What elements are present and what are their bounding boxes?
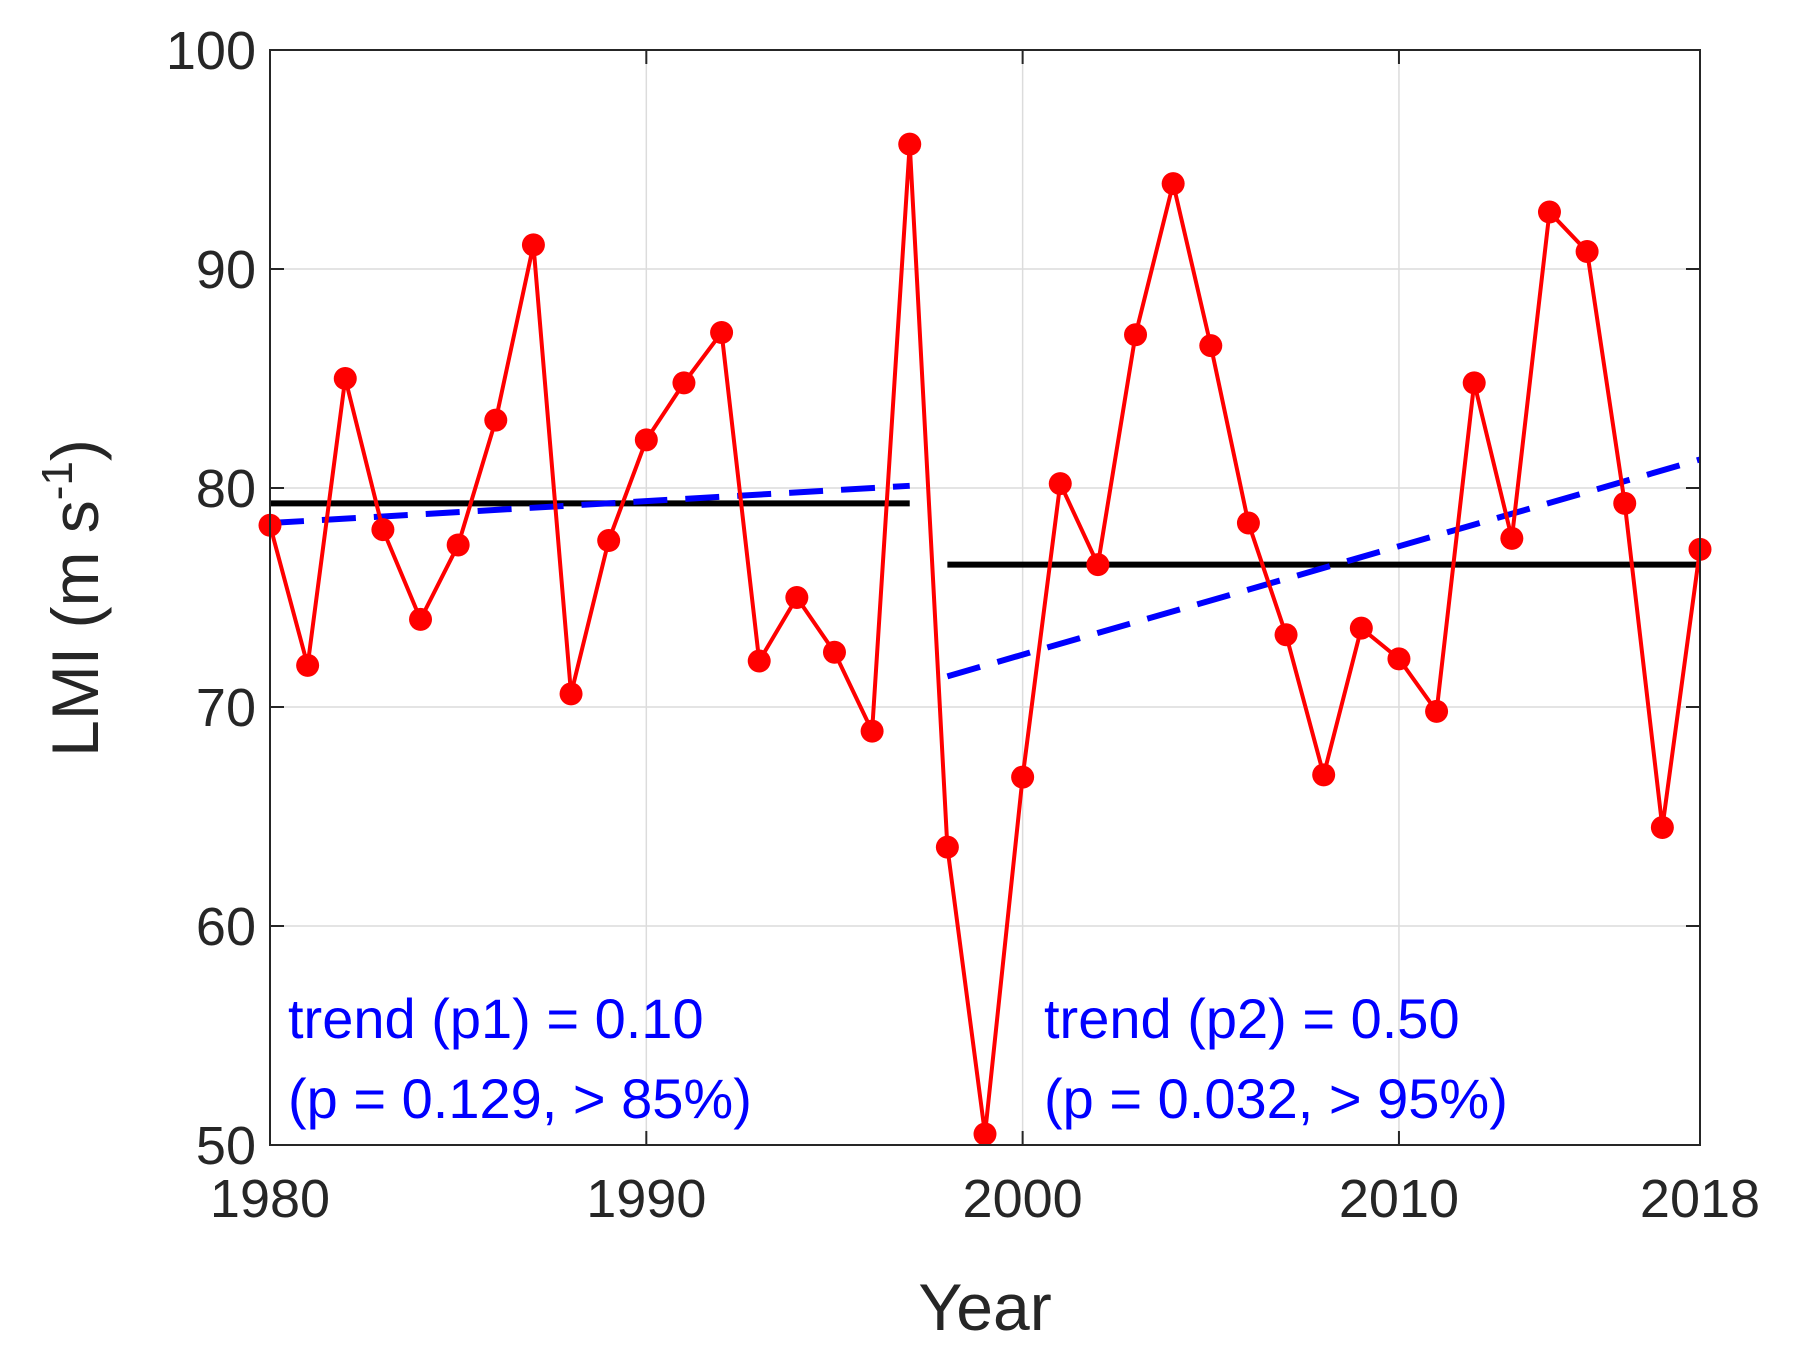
x-axis-ticks: 1980 1990 2000 2010 2018 (210, 50, 1760, 1229)
y-tick-label: 70 (196, 678, 256, 738)
data-point (1161, 172, 1185, 196)
trend-p1-line (269, 482, 910, 527)
data-point (333, 367, 357, 390)
data-point (559, 682, 583, 706)
y-tick-label: 80 (196, 459, 256, 519)
y-axis-ticks: 50 60 70 80 90 100 (166, 21, 1700, 1176)
data-point (860, 719, 884, 743)
data-point (1650, 815, 1674, 839)
data-point (521, 233, 545, 257)
data-point (785, 586, 809, 609)
data-point (1462, 371, 1486, 395)
data-point (409, 607, 433, 631)
trend-p2-line (946, 456, 1701, 680)
annotation-p2-line2: (p = 0.032, > 95%) (1044, 1067, 1508, 1130)
y-axis-label-superscript: -1 (33, 461, 82, 500)
y-tick-label: 100 (166, 21, 256, 81)
y-axis-label-group: LMI (m s-1) (33, 439, 112, 757)
data-point (484, 408, 508, 432)
data-point (446, 533, 470, 557)
annotation-p1-line1: trend (p1) = 0.10 (288, 987, 704, 1050)
x-tick-label: 1990 (586, 1169, 706, 1229)
grid (270, 50, 1700, 1145)
data-point (371, 518, 395, 542)
data-point (1199, 334, 1223, 358)
data-point (898, 132, 922, 156)
data-point (296, 653, 320, 677)
y-tick-label: 50 (196, 1116, 256, 1176)
axes-box (269, 49, 1701, 1146)
annotation-p1-line2: (p = 0.129, > 85%) (288, 1067, 752, 1130)
annotation-p2-line1: trend (p2) = 0.50 (1044, 987, 1460, 1050)
series-lmi (258, 132, 1712, 1146)
data-point (1425, 699, 1449, 723)
data-point (1613, 491, 1637, 515)
y-tick-label: 90 (196, 240, 256, 300)
data-point (1236, 511, 1260, 535)
data-point (1086, 553, 1110, 577)
trend-lines (269, 456, 1701, 680)
y-axis-label-main: LMI (m s (38, 500, 112, 757)
y-tick-label: 60 (196, 897, 256, 957)
data-point (1274, 623, 1298, 647)
x-tick-label: 2018 (1640, 1169, 1760, 1229)
data-point (1500, 526, 1524, 550)
data-point (1575, 239, 1599, 263)
data-point (747, 649, 771, 673)
y-axis-label: LMI (m s-1) (33, 439, 112, 757)
data-point (634, 428, 658, 452)
data-point (1387, 647, 1411, 671)
plot-background (270, 50, 1700, 1145)
data-point (1537, 200, 1561, 224)
data-point (935, 835, 959, 859)
data-point (1048, 472, 1072, 496)
data-point (710, 321, 734, 345)
data-point (597, 529, 621, 553)
x-tick-label: 1980 (210, 1169, 330, 1229)
y-axis-label-close: ) (38, 439, 112, 461)
data-point (672, 371, 696, 395)
x-tick-label: 2010 (1339, 1169, 1459, 1229)
data-point (1349, 616, 1373, 640)
data-point (1124, 323, 1148, 347)
data-point (1011, 765, 1035, 789)
x-axis-label: Year (918, 1270, 1051, 1344)
data-point (1312, 763, 1336, 787)
data-point (822, 640, 846, 664)
data-point (973, 1122, 997, 1146)
x-tick-label: 2000 (963, 1169, 1083, 1229)
